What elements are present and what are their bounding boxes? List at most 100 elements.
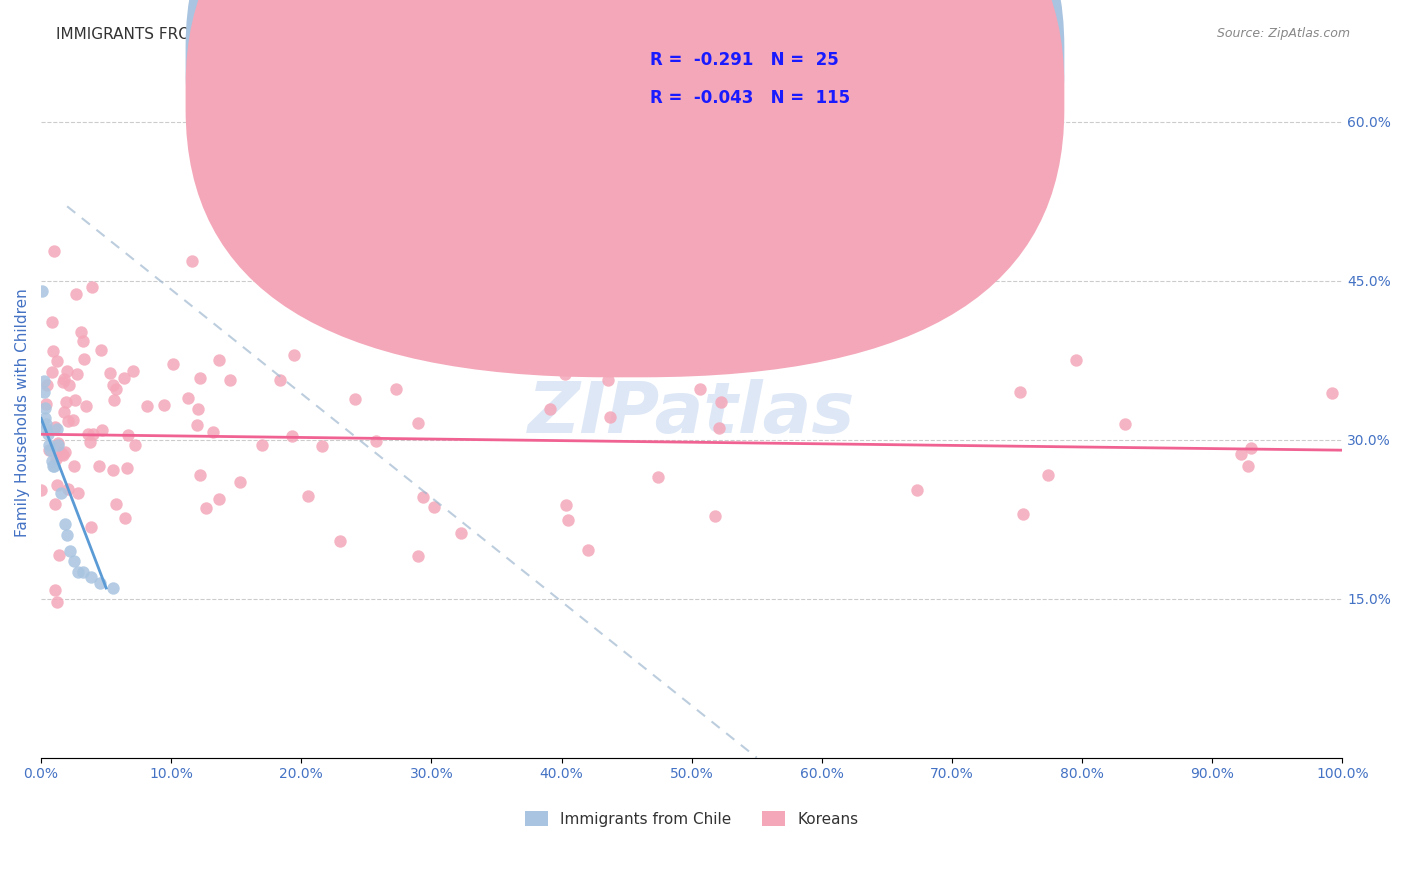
Point (186, 417, 208, 432)
Point (710, 395, 733, 409)
Point (188, 468, 211, 483)
Point (56, 414, 79, 428)
Point (44, 420, 66, 434)
Point (58, 377, 80, 392)
Point (53, 444, 76, 458)
Point (554, 498, 576, 512)
Point (101, 581, 124, 595)
Point (42, 343, 65, 358)
Point (34, 401, 56, 415)
Point (35, 417, 58, 431)
Point (35, 397, 58, 411)
Point (45, 478, 67, 492)
Point (329, 533, 352, 548)
Point (450, 526, 472, 541)
Point (48, 548, 70, 562)
Point (311, 439, 333, 453)
Point (195, 501, 218, 516)
Point (344, 392, 367, 407)
Legend: Immigrants from Chile, Koreans: Immigrants from Chile, Koreans (519, 805, 865, 832)
Point (596, 373, 619, 387)
Point (689, 382, 711, 396)
Point (65, 286, 87, 301)
Point (37, 427, 59, 442)
Point (35, 422, 58, 436)
Point (44, 583, 66, 598)
Point (59, 544, 82, 558)
Point (41, 315, 63, 329)
Point (49, 446, 72, 460)
Point (90, 423, 112, 437)
Point (82, 427, 104, 442)
Point (112, 371, 135, 385)
Point (538, 401, 561, 416)
Point (269, 373, 291, 387)
Point (117, 461, 139, 475)
Point (56, 482, 79, 496)
Point (44, 497, 66, 511)
Point (219, 373, 242, 387)
Point (202, 425, 225, 439)
Point (52, 375, 75, 389)
Point (72, 334, 94, 348)
Point (90, 343, 112, 358)
Point (80, 520, 103, 534)
Point (52, 448, 75, 462)
Point (704, 508, 727, 523)
Point (385, 382, 408, 396)
Point (117, 428, 139, 442)
Point (65, 393, 87, 408)
Point (1237, 459, 1260, 474)
Point (70, 325, 93, 339)
Point (422, 500, 444, 515)
Point (32, 374, 55, 388)
Point (42, 459, 65, 474)
Point (67, 486, 90, 500)
Point (41, 365, 63, 379)
Text: R =  -0.043   N =  115: R = -0.043 N = 115 (650, 89, 849, 107)
Point (45, 451, 67, 466)
Point (66, 367, 89, 381)
Point (46, 436, 69, 450)
Point (101, 377, 124, 392)
Point (441, 346, 464, 360)
Point (55, 395, 77, 409)
Point (53, 405, 76, 419)
Point (82, 279, 104, 293)
Point (208, 353, 231, 368)
Point (104, 497, 127, 511)
Point (62, 554, 84, 568)
Point (44, 244, 66, 259)
Text: R =  -0.291   N =  25: R = -0.291 N = 25 (650, 51, 838, 69)
Point (98, 366, 121, 380)
Point (46, 354, 69, 368)
Point (72, 565, 94, 579)
Point (1240, 442, 1263, 456)
Point (162, 357, 184, 371)
Point (87, 458, 110, 473)
Point (412, 338, 434, 352)
Point (53, 372, 76, 386)
Point (114, 511, 136, 525)
Point (63, 458, 86, 473)
Point (41, 454, 63, 468)
Point (187, 402, 209, 417)
Point (281, 429, 304, 443)
Point (406, 549, 429, 564)
Point (153, 398, 176, 412)
Point (51, 447, 73, 461)
Point (101, 462, 124, 476)
Point (554, 367, 576, 381)
Point (599, 410, 621, 425)
Point (31, 284, 53, 298)
Point (1064, 352, 1087, 367)
Text: Source: ZipAtlas.com: Source: ZipAtlas.com (1216, 27, 1350, 40)
Point (56, 528, 79, 542)
Point (79, 434, 101, 449)
Point (53, 517, 76, 532)
Point (38, 442, 60, 457)
Text: ZIPatlas: ZIPatlas (529, 378, 855, 448)
Point (1012, 507, 1035, 521)
Point (370, 310, 392, 325)
Point (180, 254, 202, 268)
